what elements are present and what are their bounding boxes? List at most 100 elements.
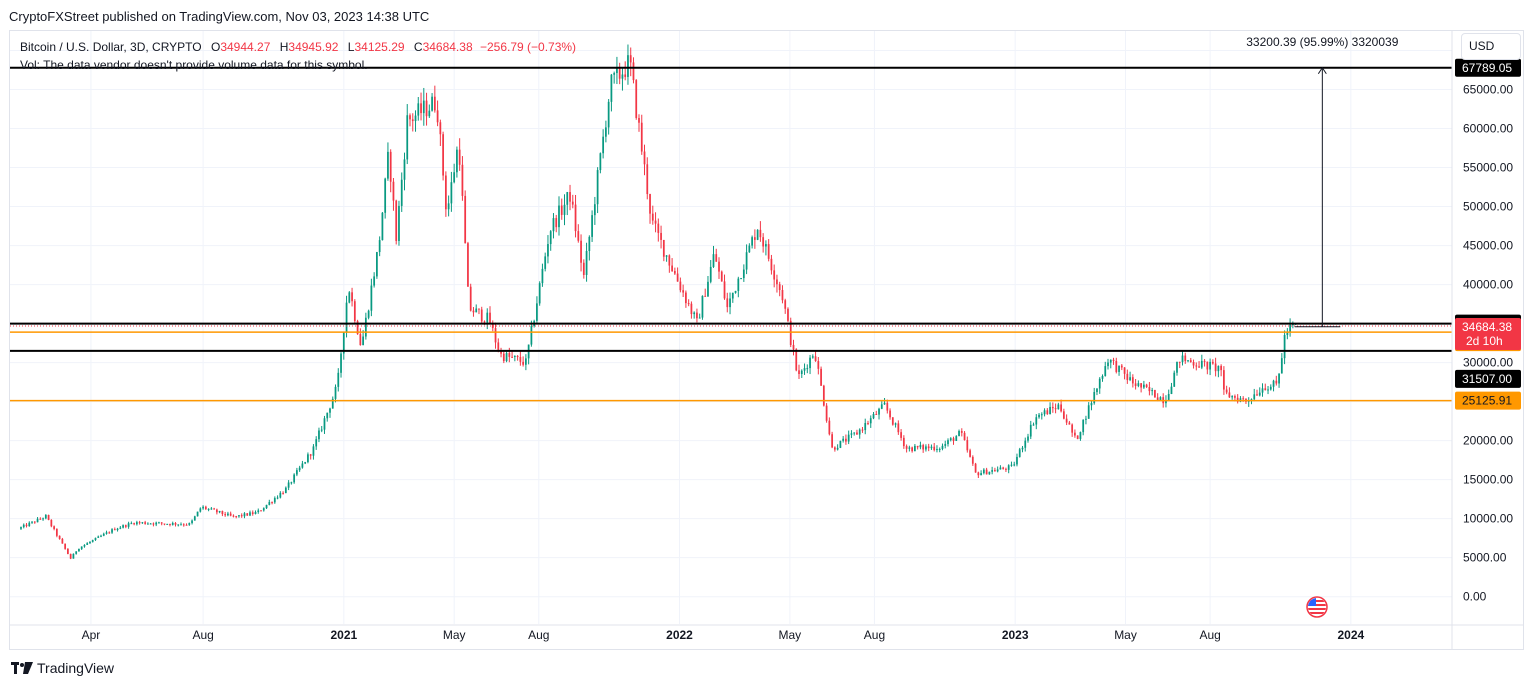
candle-body bbox=[1217, 365, 1220, 372]
candle-body bbox=[298, 467, 301, 471]
candle-body bbox=[102, 533, 105, 536]
candle-body bbox=[433, 96, 436, 111]
candle-body bbox=[33, 521, 36, 523]
measure-arrowhead bbox=[1317, 66, 1327, 75]
candle-body bbox=[329, 408, 331, 413]
candle-body bbox=[988, 471, 991, 475]
candle-body bbox=[759, 229, 762, 238]
candle-body bbox=[1137, 383, 1140, 386]
legend-row-ohlc: Bitcoin / U.S. Dollar, 3D, CRYPTO O34944… bbox=[20, 38, 576, 56]
candle-body bbox=[1291, 324, 1294, 326]
candle-body bbox=[152, 523, 155, 525]
candle-body bbox=[392, 181, 395, 201]
candle-body bbox=[119, 527, 122, 529]
x-tick-label: Apr bbox=[82, 628, 101, 642]
candle-body bbox=[75, 551, 78, 554]
candle-body bbox=[902, 437, 905, 447]
candle-body bbox=[160, 522, 163, 524]
candle-body bbox=[1074, 432, 1076, 436]
candle-body bbox=[726, 298, 729, 308]
candle-body bbox=[1068, 422, 1071, 425]
candle-body bbox=[938, 448, 941, 450]
candle-body bbox=[342, 332, 345, 354]
candle-body bbox=[657, 223, 660, 233]
change-value: −256.79 (−0.73%) bbox=[479, 40, 577, 54]
candle-body bbox=[384, 178, 387, 213]
y-tick-label: 60000.00 bbox=[1463, 122, 1513, 136]
candle-body bbox=[712, 254, 715, 267]
candle-body bbox=[362, 336, 364, 346]
candle-body bbox=[1051, 406, 1054, 409]
candle-body bbox=[842, 438, 845, 441]
candle-body bbox=[124, 525, 127, 527]
candle-body bbox=[166, 523, 169, 525]
candle-body bbox=[522, 361, 524, 365]
candle-body bbox=[745, 252, 748, 270]
candle-body bbox=[78, 548, 80, 552]
candle-body bbox=[312, 446, 315, 456]
candle-body bbox=[994, 470, 996, 472]
candle-body bbox=[1060, 404, 1062, 412]
candle-body bbox=[605, 127, 607, 137]
candle-body bbox=[900, 432, 902, 438]
candle-body bbox=[643, 151, 646, 165]
candle-body bbox=[282, 492, 284, 494]
candle-body bbox=[1184, 355, 1187, 362]
candle-body bbox=[889, 410, 891, 418]
candle-body bbox=[323, 418, 326, 430]
candle-body bbox=[307, 454, 309, 463]
candle-body bbox=[268, 502, 271, 505]
candle-body bbox=[591, 215, 593, 237]
candle-body bbox=[971, 456, 974, 464]
candle-body bbox=[1195, 365, 1198, 367]
candle-body bbox=[787, 308, 789, 321]
candle-body bbox=[525, 358, 527, 365]
candle-body bbox=[610, 74, 613, 102]
candle-body bbox=[414, 115, 417, 122]
candle-body bbox=[1118, 365, 1120, 372]
candle-body bbox=[624, 74, 627, 77]
candle-body bbox=[174, 523, 177, 525]
candle-body bbox=[850, 433, 853, 435]
candle-body bbox=[640, 122, 643, 152]
candle-body bbox=[447, 203, 450, 210]
open-label: O bbox=[210, 40, 221, 54]
candle-body bbox=[516, 355, 519, 358]
candle-body bbox=[1189, 360, 1192, 363]
candle-body bbox=[249, 512, 251, 516]
high-label: H bbox=[279, 40, 289, 54]
tradingview-logo[interactable]: TradingView bbox=[11, 660, 114, 676]
candle-body bbox=[547, 244, 549, 257]
candle-body bbox=[293, 474, 296, 483]
candle-body bbox=[224, 514, 227, 516]
candle-body bbox=[715, 254, 718, 262]
candle-body bbox=[955, 436, 958, 441]
candle-body bbox=[762, 237, 765, 247]
candle-body bbox=[199, 508, 202, 512]
y-tick-label: 40000.00 bbox=[1463, 278, 1513, 292]
candle-body bbox=[64, 543, 67, 549]
candle-body bbox=[751, 237, 753, 246]
candle-body bbox=[698, 317, 701, 319]
candle-body bbox=[919, 445, 922, 448]
level-label: 31507.00 bbox=[1462, 372, 1512, 386]
candle-body bbox=[960, 431, 963, 433]
candle-body bbox=[908, 447, 911, 449]
current-price-label: 34684.38 bbox=[1462, 320, 1512, 334]
currency-button[interactable]: USD bbox=[1461, 33, 1521, 60]
countdown-label: 2d 10h bbox=[1466, 334, 1503, 348]
us-flag-icon[interactable] bbox=[1305, 596, 1329, 618]
publisher-line: CryptoFXStreet published on TradingView.… bbox=[9, 9, 430, 24]
candle-body bbox=[1236, 397, 1239, 402]
candle-body bbox=[511, 356, 513, 358]
candle-body bbox=[569, 192, 571, 202]
symbol-name[interactable]: Bitcoin / U.S. Dollar, 3D, CRYPTO bbox=[20, 40, 202, 54]
open-value: 34944.27 bbox=[220, 40, 271, 54]
candle-body bbox=[108, 532, 111, 534]
candle-body bbox=[238, 515, 240, 517]
candle-body bbox=[798, 370, 800, 374]
candle-body bbox=[1007, 465, 1010, 470]
candle-body bbox=[1035, 417, 1038, 425]
candle-body bbox=[618, 67, 621, 79]
